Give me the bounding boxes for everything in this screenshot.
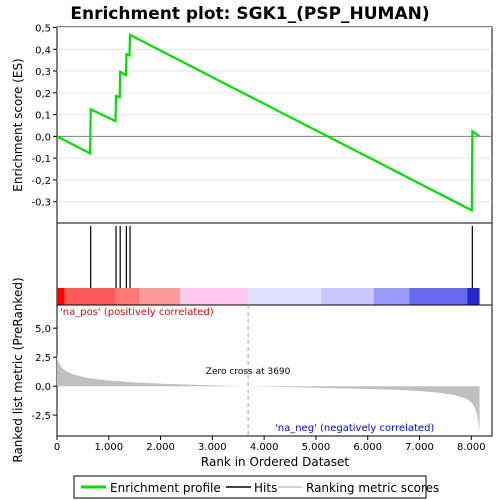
- colorbar-segment: [139, 288, 181, 305]
- es-y-tick-label: -0,2: [31, 176, 51, 187]
- es-panel-frame: [56, 26, 493, 224]
- x-tick-label: 8.000: [457, 442, 486, 453]
- hit-lines: [90, 226, 473, 288]
- legend-label-enrichment-profile: Enrichment profile: [110, 481, 221, 495]
- colorbar-segment: [467, 288, 480, 305]
- colorbar-segment: [180, 288, 249, 305]
- es-y-tick-label: 0,4: [35, 45, 51, 56]
- es-y-tick-label: 0,0: [35, 132, 51, 143]
- es-y-ticks: 0,5 0,4 0,3 0,2 0,1 0,0 -0,1 -0,2 -0,3: [31, 24, 57, 209]
- metric-panel: 5,0 2,5 0,0 -2,5 Zero cross at 3690 'na_pos…: [11, 277, 493, 463]
- metric-y-tick-label: 2,5: [35, 353, 51, 364]
- x-tick-label: 4.000: [250, 442, 279, 453]
- legend-label-ranking-metric: Ranking metric scores: [306, 481, 439, 495]
- zero-cross-label: Zero cross at 3690: [206, 367, 291, 377]
- x-tick-label: 7.000: [405, 442, 434, 453]
- legend: Enrichment profile Hits Ranking metric s…: [73, 475, 439, 499]
- ranking-colorbar: [57, 288, 480, 305]
- es-y-tick-label: -0,3: [31, 198, 51, 209]
- metric-y-ticks: 5,0 2,5 0,0 -2,5: [31, 324, 57, 422]
- metric-y-tick-label: -2,5: [31, 411, 51, 422]
- positive-correlation-label: 'na_pos' (positively correlated): [60, 307, 214, 318]
- chart-title: Enrichment plot: SGK1_(PSP_HUMAN): [70, 4, 429, 24]
- x-tick-label: 2.000: [146, 442, 175, 453]
- es-y-tick-label: 0,2: [35, 89, 51, 100]
- enrichment-profile-line: [56, 33, 481, 213]
- es-y-tick-label: 0,3: [35, 67, 51, 78]
- es-panel: 0,5 0,4 0,3 0,2 0,1 0,0 -0,1 -0,2 -0,3 Enrichmen…: [11, 24, 493, 224]
- colorbar-segment: [248, 288, 322, 305]
- es-y-axis-label: Enrichment score (ES): [11, 58, 25, 191]
- es-y-tick-label: -0,1: [31, 154, 51, 165]
- colorbar-segment: [64, 288, 116, 305]
- colorbar-segment: [409, 288, 468, 305]
- negative-correlation-label: 'na_neg' (negatively correlated): [275, 423, 434, 434]
- colorbar-segment: [115, 288, 140, 305]
- metric-panel-frame: [56, 304, 493, 437]
- x-tick-label: 6.000: [353, 442, 382, 453]
- metric-y-axis-label: Ranked list metric (PreRanked): [11, 277, 25, 462]
- colorbar-segment: [373, 288, 410, 305]
- legend-label-hits: Hits: [254, 481, 277, 495]
- x-axis-label: Rank in Ordered Dataset: [201, 455, 349, 469]
- metric-y-tick-label: 5,0: [35, 324, 51, 335]
- hits-panel: [56, 222, 493, 306]
- es-y-tick-label: 0,1: [35, 111, 51, 122]
- x-axis-ticks: 0 1.000 2.000 3.000 4.000 5.000 6.000 7.000 8.00…: [54, 436, 486, 453]
- x-tick-label: 3.000: [198, 442, 227, 453]
- metric-y-tick-label: 0,0: [35, 382, 51, 393]
- x-tick-label: 0: [54, 442, 60, 453]
- es-y-tick-label: 0,5: [35, 24, 51, 35]
- x-tick-label: 1.000: [94, 442, 123, 453]
- x-tick-label: 5.000: [302, 442, 331, 453]
- colorbar-segment: [57, 288, 65, 305]
- colorbar-segment: [321, 288, 374, 305]
